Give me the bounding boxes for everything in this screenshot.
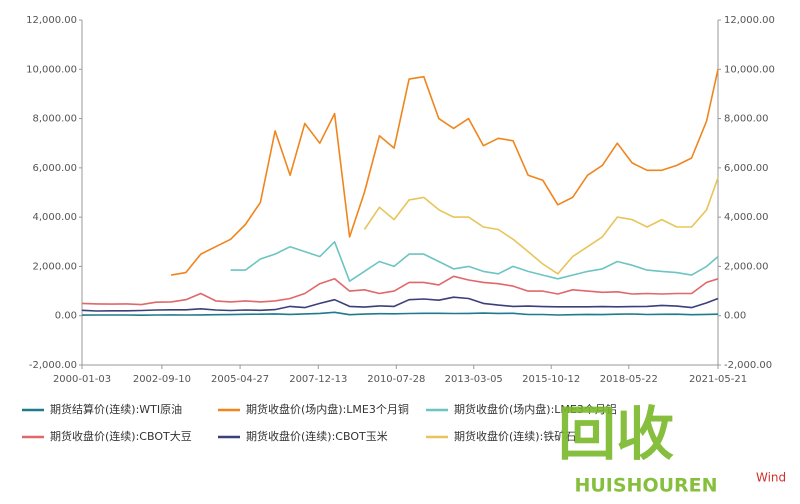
y2-tick-label: 6,000.00 [724,163,769,174]
y2-tick-label: 4,000.00 [724,212,769,223]
y2-tick-label: 12,000.00 [724,15,775,26]
y2-tick-label: 8,000.00 [724,114,769,125]
x-tick-label: 2000-01-03 [53,374,111,385]
y2-tick-label: -2,000.00 [724,360,772,371]
watermark-brand: HUISHOUREN [574,475,717,497]
x-tick-label: 2018-05-22 [600,374,658,385]
y-tick-label: 6,000.00 [32,163,77,174]
series-line [170,69,719,276]
series-line [81,296,719,312]
y2-tick-label: 0.00 [724,311,746,322]
x-tick-label: 2010-07-28 [367,374,425,385]
legend-label: 期货收盘价(连续):CBOT玉米 [246,429,388,443]
y-tick-label: 8,000.00 [32,114,77,125]
x-tick-label: 2007-12-13 [289,374,347,385]
x-tick-label: 2013-03-05 [445,374,503,385]
x-tick-label: 2005-04-27 [211,374,269,385]
y-tick-label: 10,000.00 [26,64,77,75]
series-line [363,177,719,275]
legend-label: 期货收盘价(连续):CBOT大豆 [50,429,192,443]
watermark-mark: 回收 [558,400,674,468]
series-line [230,241,719,282]
x-tick-label: 2021-05-21 [689,374,747,385]
source: Wind [756,471,786,485]
y-tick-label: 4,000.00 [32,212,77,223]
x-tick-label: 2015-10-12 [522,374,580,385]
y-tick-label: 0.00 [55,311,77,322]
series-line [81,275,719,306]
y-tick-label: -2,000.00 [29,360,77,371]
y-tick-label: 12,000.00 [26,15,77,26]
y-tick-label: 2,000.00 [32,261,77,272]
legend-label: 期货收盘价(连续):铁矿石 [454,429,576,443]
x-tick-label: 2002-09-10 [133,374,191,385]
legend-label: 期货收盘价(场内盘):LME3个月铝 [454,402,617,416]
series-line [81,311,719,316]
y2-tick-label: 2,000.00 [724,261,769,272]
y2-tick-label: 10,000.00 [724,64,775,75]
legend-label: 期货结算价(连续):WTI原油 [50,402,182,416]
legend-label: 期货收盘价(场内盘):LME3个月铜 [246,402,409,416]
